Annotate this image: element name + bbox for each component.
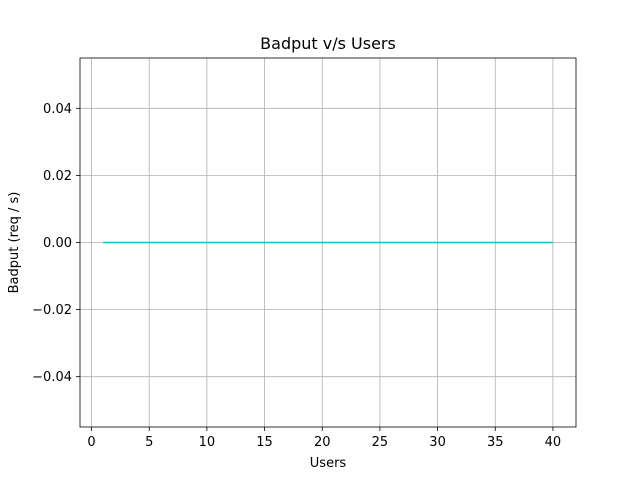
- x-tick-label: 30: [429, 435, 446, 450]
- x-tick-label: 20: [314, 435, 331, 450]
- x-tick-label: 40: [545, 435, 562, 450]
- y-tick-label: −0.04: [32, 370, 72, 385]
- x-tick-label: 15: [256, 435, 273, 450]
- y-axis-label: Badput (req / s): [7, 192, 22, 294]
- x-tick-label: 0: [87, 435, 95, 450]
- x-tick-label: 25: [372, 435, 389, 450]
- x-tick-label: 10: [199, 435, 216, 450]
- y-tick-label: 0.04: [43, 102, 72, 117]
- x-axis-label: Users: [310, 456, 347, 471]
- y-tick-label: 0.02: [43, 169, 72, 184]
- y-tick-label: 0.00: [43, 236, 72, 251]
- axis-ticks: 0 5 10 15 20 25 30 35 40 −0.04 −0.02 0.00 0.02 0.04: [32, 102, 561, 450]
- y-tick-label: −0.02: [32, 303, 72, 318]
- x-tick-label: 35: [487, 435, 504, 450]
- x-tick-label: 5: [145, 435, 153, 450]
- chart-title: Badput v/s Users: [260, 34, 396, 53]
